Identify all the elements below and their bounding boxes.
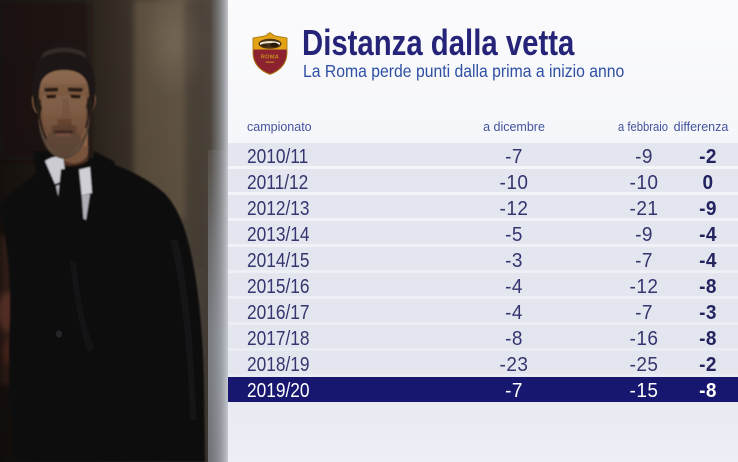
svg-text:ROMA: ROMA: [261, 55, 279, 61]
